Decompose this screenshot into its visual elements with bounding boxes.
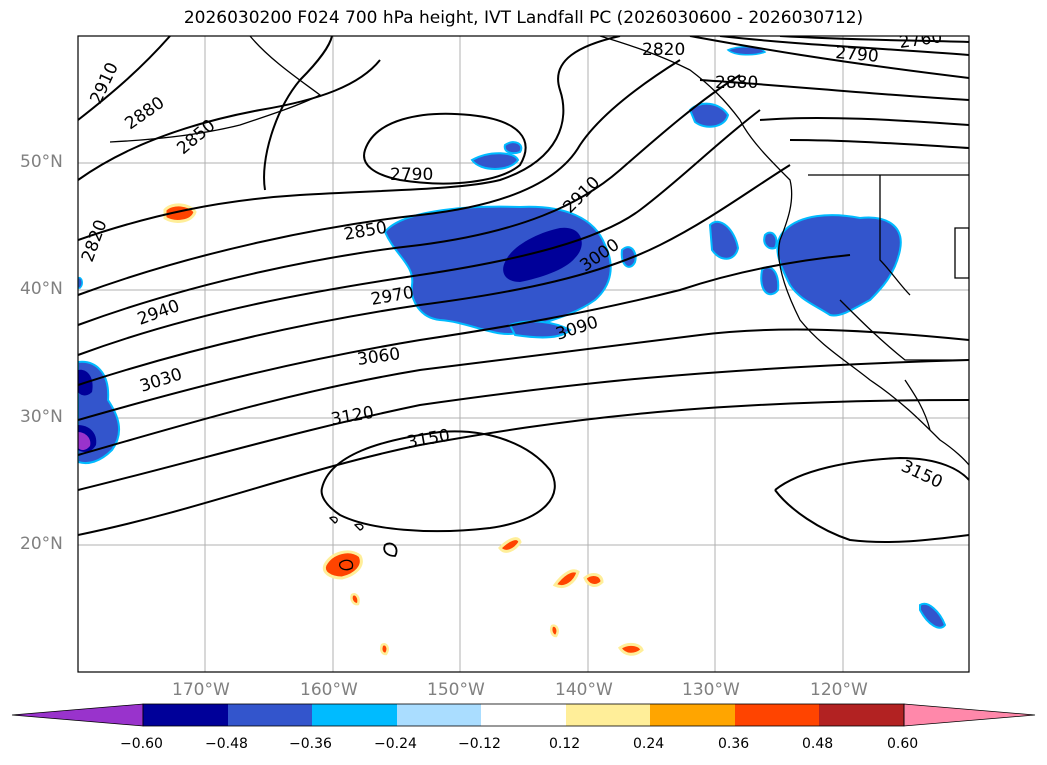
colorbar-segment: [735, 704, 819, 726]
colorbar-tick-label: 0.12: [549, 736, 581, 752]
lat-label: 20°N: [20, 534, 63, 554]
colorbar-segment: [312, 704, 397, 726]
lon-label: 170°W: [172, 680, 230, 700]
colorbar-segment: [481, 704, 566, 726]
colorbar-tick-label: −0.48: [205, 736, 248, 752]
lon-label: 150°W: [427, 680, 485, 700]
ivt-negative-region-west-us: [776, 214, 902, 317]
map-title: 2026030200 F024 700 hPa height, IVT Land…: [183, 8, 864, 28]
colorbar-segment: [397, 704, 481, 726]
colorbar-tick-label: 0.36: [718, 736, 750, 752]
height-contours: [78, 36, 969, 544]
ivt-strong-negative-core: [503, 227, 582, 282]
colorbar-tick-label: 0.24: [633, 736, 665, 752]
colorbar-segment: [650, 704, 735, 726]
ivt-negative-region-north: [470, 152, 520, 170]
colorbar-tick-label: 0.48: [802, 736, 834, 752]
lat-label: 40°N: [20, 279, 63, 299]
lat-label: 50°N: [20, 152, 63, 172]
contour-label: 2790: [390, 165, 433, 185]
lon-label: 160°W: [300, 680, 358, 700]
contour-label: 2880: [715, 73, 758, 93]
colorbar-tick-label: −0.60: [120, 736, 163, 752]
colorbar-segment: [143, 704, 228, 726]
lon-label: 120°W: [810, 680, 868, 700]
colorbar-segment: [819, 704, 904, 726]
ivt-positive-region-hawaii: [322, 550, 363, 580]
contour-label: 2820: [642, 40, 685, 60]
contour-label: 2790: [835, 43, 880, 67]
ivt-shading: [78, 46, 947, 656]
map-frame: [78, 36, 969, 672]
colorbar-tick-label: 0.60: [887, 736, 919, 752]
lat-label: 30°N: [20, 407, 63, 427]
colorbar: [11, 703, 1036, 727]
colorbar-segment: [228, 704, 312, 726]
lon-label: 140°W: [555, 680, 613, 700]
colorbar-extend-right: [903, 703, 1036, 727]
colorbar-tick-label: −0.36: [289, 736, 332, 752]
colorbar-tick-label: −0.24: [374, 736, 417, 752]
colorbar-tick-label: −0.12: [458, 736, 501, 752]
lon-label: 130°W: [682, 680, 740, 700]
map-border: [77, 35, 970, 673]
colorbar-extend-left: [11, 703, 144, 727]
colorbar-segment: [566, 704, 650, 726]
